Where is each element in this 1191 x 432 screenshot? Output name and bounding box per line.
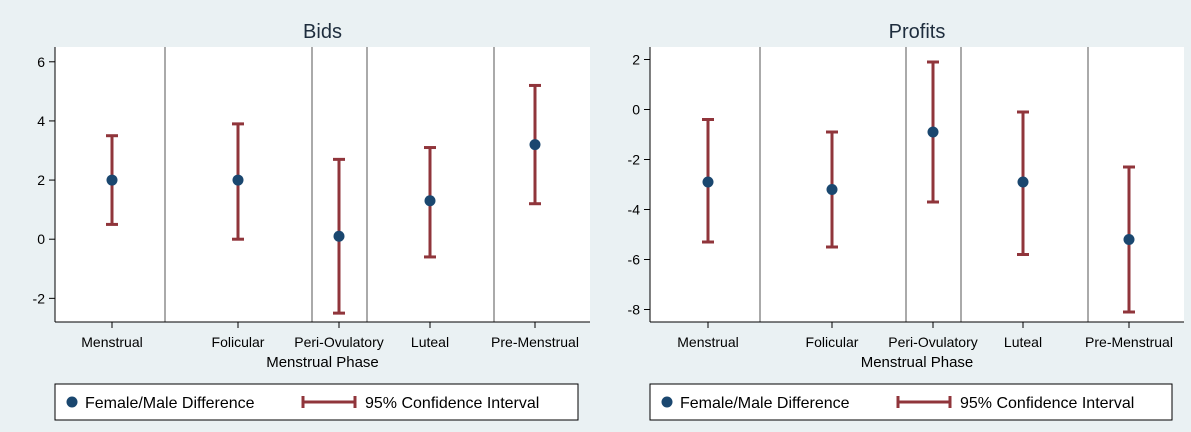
y-tick-label: -8 (628, 302, 641, 318)
x-tick-label: Luteal (411, 334, 449, 350)
legend-ci-label: 95% Confidence Interval (960, 395, 1134, 412)
y-tick-label: 0 (632, 102, 640, 118)
x-tick-label: Luteal (1004, 334, 1042, 350)
data-point (826, 184, 838, 195)
legend-point-marker (661, 396, 673, 408)
chart-panel-0: Bids -2 0 2 4 6 Menstrual Folicular Peri-Ovulato… (33, 21, 590, 421)
plot-area (650, 47, 1184, 322)
x-tick-label: Peri-Ovulatory (294, 334, 383, 350)
x-axis-label: Menstrual Phase (266, 354, 379, 371)
data-point (424, 195, 436, 207)
data-point (702, 176, 714, 188)
x-tick-label: Menstrual (81, 334, 142, 350)
data-point (333, 230, 345, 242)
y-tick-label: -2 (33, 290, 46, 306)
x-tick-label: Folicular (806, 334, 859, 350)
x-tick-label: Folicular (212, 334, 265, 350)
data-point (232, 174, 244, 186)
y-tick-label: -6 (628, 252, 641, 268)
chart-title: Bids (303, 21, 342, 43)
y-tick-label: 4 (37, 113, 45, 129)
y-tick-label: 2 (37, 172, 45, 188)
y-tick-label: 0 (37, 231, 45, 247)
data-point (1017, 176, 1029, 188)
y-tick-label: 6 (37, 54, 45, 70)
plot-area (55, 47, 590, 322)
legend-ci-label: 95% Confidence Interval (365, 395, 539, 412)
legend-point-marker (66, 396, 78, 408)
x-tick-label: Pre-Menstrual (491, 334, 579, 350)
data-point (927, 126, 939, 138)
legend-point-label: Female/Male Difference (680, 395, 850, 412)
chart-panel-1: Profits -8 -6 -4 -2 0 2 Menstrual Folicular Peri-… (628, 21, 1184, 421)
x-tick-label: Pre-Menstrual (1085, 334, 1173, 350)
chart-title: Profits (889, 21, 946, 43)
y-tick-label: -4 (628, 202, 641, 218)
data-point (1123, 234, 1135, 245)
y-tick-label: 2 (632, 52, 640, 68)
x-tick-label: Peri-Ovulatory (888, 334, 977, 350)
y-tick-label: -2 (628, 152, 641, 168)
x-tick-label: Menstrual (677, 334, 738, 350)
data-point (106, 174, 118, 186)
x-axis-label: Menstrual Phase (861, 354, 974, 371)
legend-point-label: Female/Male Difference (85, 395, 255, 412)
data-point (529, 139, 541, 151)
